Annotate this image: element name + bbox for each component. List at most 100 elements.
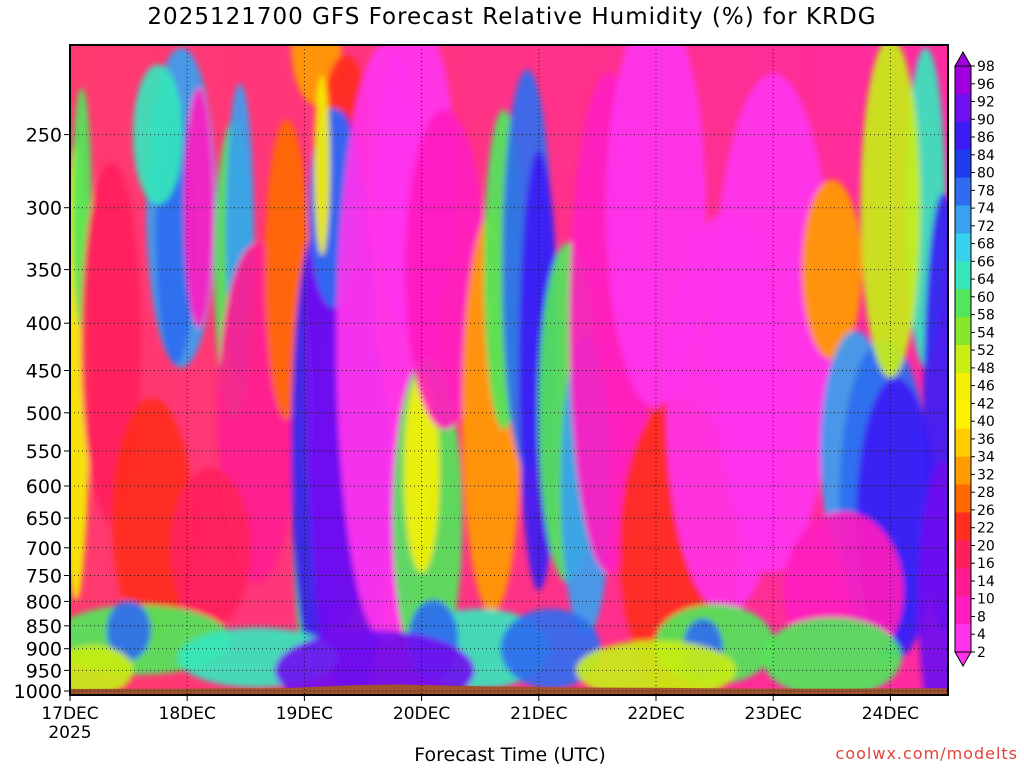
source-credit: coolwx.com/modelts	[835, 744, 1018, 763]
colorbar-label: 84	[977, 148, 995, 164]
x-tick-label: 20DEC	[393, 704, 450, 724]
x-tick-label: 19DEC	[276, 704, 333, 724]
colorbar-segment	[955, 345, 971, 374]
colorbar-border	[954, 65, 972, 653]
colorbar-label: 66	[977, 254, 995, 270]
y-tick-label: 750	[26, 566, 62, 588]
colorbar-label: 34	[977, 450, 995, 466]
y-tick-label: 400	[26, 313, 62, 335]
colorbar-label: 72	[977, 219, 995, 235]
colorbar-segment	[955, 596, 971, 625]
y-tick-label: 250	[26, 125, 62, 147]
colorbar-label: 14	[977, 574, 995, 590]
chart-title: 2025121700 GFS Forecast Relative Humidit…	[147, 4, 877, 30]
y-tick-label: 350	[26, 260, 62, 282]
colorbar-segment	[955, 428, 971, 458]
colorbar-segment	[955, 261, 971, 290]
colorbar-segment	[955, 624, 971, 653]
x-tick-label: 23DEC	[745, 704, 802, 724]
x-axis: 17DEC 18DEC 19DEC 20DEC 21DEC 22DEC 23DEC 24DEC…	[41, 695, 919, 743]
colorbar-segment	[955, 568, 971, 597]
humidity-band	[713, 73, 834, 574]
x-tick-label: 24DEC	[862, 704, 919, 724]
colorbar-segment	[955, 484, 971, 514]
colorbar-label: 80	[977, 166, 995, 182]
colorbar-label: 98	[977, 59, 995, 75]
colorbar-segment	[955, 373, 971, 402]
colorbar-label: 60	[977, 290, 995, 306]
humidity-band	[112, 398, 192, 639]
humidity-band	[801, 179, 862, 360]
colorbar-label: 86	[977, 130, 995, 146]
y-tick-label: 850	[26, 616, 62, 638]
colorbar-segment	[955, 400, 971, 430]
humidity-band	[761, 617, 902, 695]
colorbar-segment	[955, 289, 971, 318]
y-tick-label: 900	[26, 639, 62, 661]
colorbar-label: 90	[977, 112, 995, 128]
humidity-band	[576, 640, 736, 695]
humidity-band	[860, 45, 921, 378]
colorbar-label: 64	[977, 272, 995, 288]
y-tick-label: 300	[26, 198, 62, 220]
colorbar-label: 78	[977, 183, 995, 199]
y-tick-label: 650	[26, 508, 62, 530]
x-axis-title: Forecast Time (UTC)	[414, 744, 606, 766]
x-year-label: 2025	[48, 723, 91, 743]
humidity-field	[70, 45, 948, 695]
x-tick-label: 18DEC	[159, 704, 216, 724]
humidity-band	[274, 630, 475, 695]
colorbar-label: 68	[977, 237, 995, 253]
colorbar-label: 4	[977, 627, 986, 643]
colorbar-segment	[955, 205, 971, 234]
colorbar-label: 52	[977, 343, 995, 359]
colorbar-segment	[955, 93, 971, 123]
y-tick-label: 500	[26, 403, 62, 425]
plot-area: 2503003504004505005506006507007508008509…	[14, 44, 949, 743]
colorbar-label: 22	[977, 521, 995, 537]
y-tick-label: 1000	[14, 681, 62, 703]
colorbar-label: 10	[977, 592, 995, 608]
colorbar-segment	[955, 177, 971, 207]
y-tick-label: 600	[26, 476, 62, 498]
colorbar-label: 42	[977, 396, 995, 412]
colorbar-segment	[955, 540, 971, 569]
colorbar-label: 48	[977, 361, 995, 377]
humidity-band	[314, 75, 330, 256]
colorbar-label: 32	[977, 467, 995, 483]
y-tick-label: 950	[26, 660, 62, 682]
colorbar-label: 92	[977, 95, 995, 111]
colorbar-bottom-arrow	[954, 651, 972, 668]
colorbar-label: 16	[977, 556, 995, 572]
y-tick-label: 550	[26, 441, 62, 463]
colorbar-segment	[955, 149, 971, 179]
colorbar-label: 40	[977, 414, 995, 430]
x-tick-label: 17DEC	[41, 704, 98, 724]
colorbar-segment	[955, 121, 971, 151]
y-tick-label: 800	[26, 591, 62, 613]
colorbar-segment	[955, 66, 971, 95]
humidity-band	[403, 372, 440, 573]
colorbar: 9896929086848078747268666460585452484642…	[954, 50, 995, 668]
y-axis: 2503003504004505005506006507007508008509…	[14, 125, 70, 703]
y-tick-label: 700	[26, 538, 62, 560]
colorbar-label: 8	[977, 610, 986, 626]
humidity-band	[918, 461, 948, 695]
humidity-band	[106, 600, 151, 661]
colorbar-label: 58	[977, 308, 995, 324]
colorbar-label: 36	[977, 432, 995, 448]
colorbar-label: 26	[977, 503, 995, 519]
humidity-band	[132, 64, 183, 205]
humidity-band	[70, 645, 134, 695]
colorbar-label: 46	[977, 379, 995, 395]
colorbar-top-arrow	[954, 50, 972, 67]
colorbar-label: 2	[977, 645, 986, 661]
colorbar-segment	[955, 317, 971, 346]
x-tick-label: 22DEC	[627, 704, 684, 724]
y-tick-label: 450	[26, 361, 62, 383]
colorbar-segment	[955, 456, 971, 486]
x-tick-label: 21DEC	[510, 704, 567, 724]
colorbar-label: 74	[977, 201, 995, 217]
colorbar-label: 28	[977, 485, 995, 501]
